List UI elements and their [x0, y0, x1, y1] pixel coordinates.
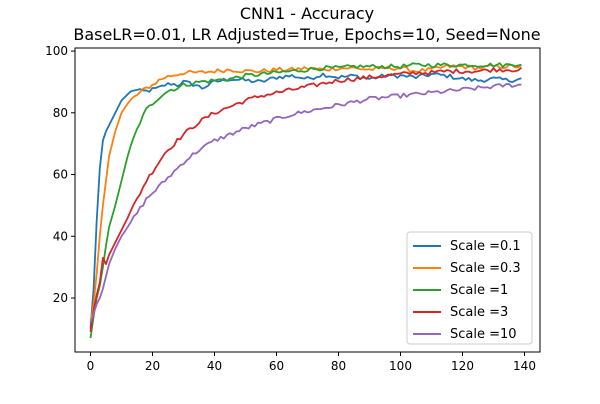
y-axis: 20 40 60 80 100: [45, 44, 75, 305]
legend: Scale =0.1 Scale =0.3 Scale =1 Scale =3 Scal…: [406, 231, 533, 345]
series-line-3: [89, 66, 523, 333]
series-line-1: [89, 63, 522, 323]
x-tick-label: 100: [389, 359, 412, 373]
y-tick-label: 20: [53, 291, 68, 305]
y-tick-label: 40: [53, 229, 68, 243]
y-tick-label: 100: [45, 44, 68, 58]
y-tick-label: 60: [53, 168, 68, 182]
legend-box: [406, 231, 533, 345]
legend-label: Scale =0.3: [450, 261, 521, 276]
legend-label: Scale =3: [450, 305, 508, 320]
series-line-2: [89, 62, 522, 339]
legend-label: Scale =0.1: [450, 239, 521, 254]
series-layer: [89, 62, 523, 339]
legend-label: Scale =10: [450, 327, 517, 342]
x-tick-label: 120: [451, 359, 474, 373]
chart-subtitle: BaseLR=0.01, LR Adjusted=True, Epochs=10…: [73, 25, 540, 44]
plot-frame: [74, 47, 541, 353]
series-line-0: [89, 72, 522, 329]
legend-label: Scale =1: [450, 283, 508, 298]
series-line-4: [89, 83, 522, 323]
x-tick-label: 20: [145, 359, 160, 373]
x-tick-label: 80: [331, 359, 346, 373]
x-tick-label: 0: [87, 359, 95, 373]
chart-title: CNN1 - Accuracy: [240, 4, 374, 23]
x-axis: 0 20 40 60 80 100 120 140: [87, 352, 536, 373]
y-tick-label: 80: [53, 106, 68, 120]
x-tick-label: 40: [207, 359, 222, 373]
x-tick-label: 60: [269, 359, 284, 373]
x-tick-label: 140: [513, 359, 536, 373]
